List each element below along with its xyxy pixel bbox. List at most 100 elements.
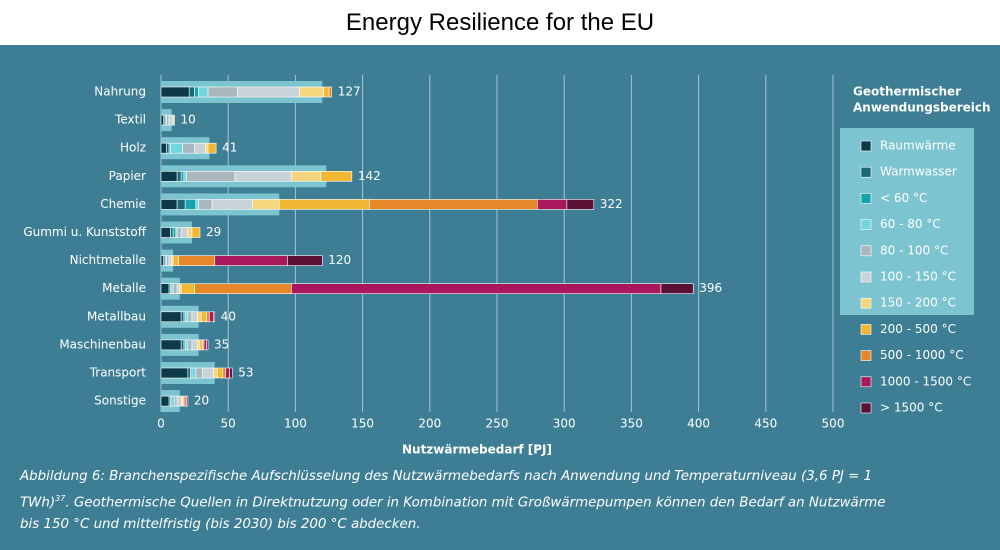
bar-segment bbox=[252, 199, 280, 210]
legend-label: 200 - 500 °C bbox=[880, 322, 956, 336]
bar-segment bbox=[184, 199, 197, 210]
bar-segment bbox=[160, 171, 178, 182]
bar-segment bbox=[195, 367, 203, 379]
page-title: Energy Resilience for the EU bbox=[345, 9, 655, 36]
bar-segment bbox=[176, 171, 182, 182]
legend-swatch bbox=[860, 271, 872, 283]
legend-title: Anwendungsbereich bbox=[853, 101, 991, 115]
total-label: 53 bbox=[238, 366, 253, 380]
y-tick-label: Sonstige bbox=[94, 394, 146, 408]
y-tick-label: Metalle bbox=[102, 281, 146, 295]
bar-segment bbox=[323, 86, 330, 98]
legend-swatch bbox=[860, 193, 872, 204]
bar-segment bbox=[201, 311, 207, 323]
x-tick-label: 350 bbox=[620, 417, 643, 431]
bar-segment bbox=[172, 227, 177, 238]
bar-segment bbox=[170, 142, 183, 154]
total-label: 396 bbox=[699, 281, 722, 295]
bar-segment bbox=[174, 395, 178, 407]
legend-swatch bbox=[860, 245, 872, 257]
bar-segment bbox=[180, 339, 185, 351]
bar-segment bbox=[203, 339, 207, 351]
bar-segment bbox=[166, 255, 170, 266]
bar-segment bbox=[287, 255, 323, 266]
bar-segment bbox=[160, 86, 190, 98]
bar-segment bbox=[186, 395, 189, 407]
bar-segment bbox=[537, 199, 568, 210]
legend-swatch bbox=[860, 219, 872, 230]
bar-segment bbox=[187, 367, 191, 379]
bar-segment bbox=[160, 395, 170, 407]
bar-segment bbox=[184, 311, 189, 323]
x-axis-label: Nutzwärmebedarf [PJ] bbox=[402, 443, 552, 457]
legend-swatch bbox=[860, 376, 872, 388]
bar-segment bbox=[195, 199, 199, 210]
bar-segment bbox=[160, 142, 167, 154]
legend-swatch bbox=[860, 140, 872, 152]
bar-segment bbox=[234, 171, 292, 182]
x-tick-label: 50 bbox=[221, 417, 236, 431]
bar-segment bbox=[160, 255, 164, 266]
bar-segment bbox=[660, 283, 694, 295]
total-label: 142 bbox=[358, 169, 381, 183]
bar-segment bbox=[320, 171, 353, 182]
x-tick-label: 400 bbox=[687, 417, 710, 431]
x-tick-label: 500 bbox=[822, 417, 845, 431]
bar-segment bbox=[191, 339, 198, 351]
bar-segment bbox=[160, 199, 178, 210]
legend-swatch bbox=[860, 350, 872, 361]
bar-segment bbox=[166, 114, 170, 126]
bar-segment bbox=[187, 339, 193, 351]
y-tick-label: Gummi u. Kunststoff bbox=[23, 225, 146, 239]
legend-label: 80 - 100 °C bbox=[880, 243, 948, 257]
bar-segment bbox=[222, 367, 226, 379]
bar-segment bbox=[191, 367, 197, 379]
bar-segment bbox=[180, 171, 185, 182]
bar-segment bbox=[160, 114, 164, 126]
legend-swatch bbox=[860, 297, 872, 309]
bar-segment bbox=[176, 395, 182, 407]
x-tick-label: 450 bbox=[754, 417, 777, 431]
bar-segment bbox=[205, 142, 209, 154]
total-label: 41 bbox=[222, 141, 237, 155]
bar-segment bbox=[217, 367, 224, 379]
bar-segment bbox=[171, 395, 175, 407]
bar-segment bbox=[184, 339, 189, 351]
bar-segment bbox=[180, 283, 195, 295]
bar-segment bbox=[206, 339, 209, 351]
bar-segment bbox=[160, 367, 189, 379]
bar-segment bbox=[194, 283, 292, 295]
bar-segment bbox=[178, 255, 216, 266]
bar-segment bbox=[160, 311, 182, 323]
bar-segment bbox=[194, 142, 206, 154]
bar-segment bbox=[566, 199, 595, 210]
bar-segment bbox=[214, 255, 288, 266]
bar-segment bbox=[182, 142, 195, 154]
y-tick-label: Maschinenbau bbox=[59, 337, 146, 351]
legend-label: < 60 °C bbox=[880, 191, 927, 205]
caption-superscript: 37 bbox=[55, 494, 66, 503]
legend-label: 100 - 150 °C bbox=[880, 270, 956, 284]
caption: Abbildung 6: Branchenspezifische Aufschl… bbox=[20, 466, 900, 536]
bar-segment bbox=[187, 311, 193, 323]
y-tick-label: Papier bbox=[109, 169, 146, 183]
total-label: 35 bbox=[214, 337, 229, 351]
bar-segment bbox=[225, 367, 230, 379]
caption-text: Abbildung 6: Branchenspezifische Aufschl… bbox=[20, 469, 873, 511]
x-tick-label: 200 bbox=[418, 417, 441, 431]
bar-segment bbox=[202, 367, 214, 379]
bar-segment bbox=[187, 227, 193, 238]
total-label: 120 bbox=[328, 253, 351, 267]
y-tick-label: Chemie bbox=[100, 197, 146, 211]
y-tick-label: Metallbau bbox=[87, 309, 146, 323]
bar-segment bbox=[369, 199, 538, 210]
bar-segment bbox=[166, 142, 170, 154]
bar-segment bbox=[172, 283, 178, 295]
x-tick-label: 300 bbox=[553, 417, 576, 431]
bar-segment bbox=[237, 86, 300, 98]
bar-segment bbox=[196, 311, 202, 323]
legend-label: 60 - 80 °C bbox=[880, 217, 941, 231]
bar-segment bbox=[213, 311, 216, 323]
total-label: 29 bbox=[206, 225, 221, 239]
